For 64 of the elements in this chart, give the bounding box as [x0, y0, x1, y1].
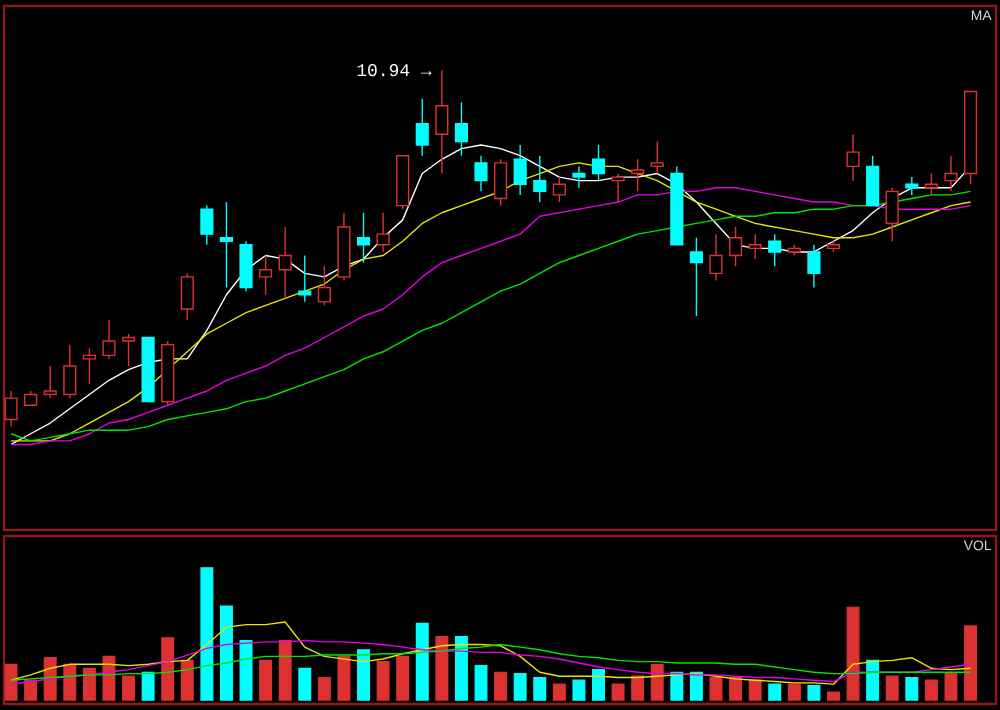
bar: [259, 659, 273, 701]
bar: [82, 667, 96, 701]
bar: [4, 663, 18, 701]
bar: [239, 639, 253, 701]
bar: [161, 637, 175, 701]
bar: [278, 639, 292, 701]
bar: [533, 676, 547, 701]
candlestick: [513, 144, 527, 196]
annotation: 10.94 →: [357, 64, 432, 77]
bar: [122, 675, 136, 701]
bar: [964, 625, 978, 701]
bar: [24, 679, 38, 701]
bar: [905, 676, 919, 701]
candlestick: [219, 201, 234, 289]
bar: [748, 679, 762, 701]
bar: [866, 659, 880, 701]
bar: [141, 671, 155, 701]
bar: [180, 659, 194, 701]
bar: [885, 675, 899, 701]
bar: [415, 622, 429, 701]
candlestick: [944, 155, 958, 193]
candlestick: [278, 226, 292, 299]
bar: [729, 676, 743, 701]
bar: [219, 605, 233, 701]
candlestick: [748, 233, 762, 260]
candlestick: [807, 244, 821, 289]
bar: [709, 676, 723, 701]
bar: [337, 655, 351, 701]
candlestick: [102, 318, 116, 360]
bar: [298, 667, 312, 701]
bar: [396, 655, 410, 701]
bar: [317, 676, 331, 701]
bar: [670, 671, 684, 701]
bar: [572, 679, 586, 701]
bar: [650, 663, 664, 701]
bar: [435, 635, 449, 701]
bar: [494, 671, 508, 701]
candlestick: [474, 155, 488, 193]
bar: [768, 683, 782, 701]
bar: [611, 683, 625, 701]
bar: [807, 684, 821, 701]
bar: [357, 649, 370, 701]
bar: [631, 675, 645, 701]
candlestick: [572, 165, 586, 189]
candlestick: [435, 69, 449, 175]
candlestick: [709, 233, 723, 282]
bar: [944, 672, 958, 701]
bar: [924, 679, 938, 701]
bar: [689, 671, 703, 701]
bar: [454, 635, 468, 701]
bar: [846, 606, 860, 701]
bar: [376, 661, 390, 701]
bar: [63, 663, 77, 701]
bar: [513, 672, 527, 701]
bar: [474, 665, 488, 701]
bar: [787, 683, 801, 701]
bar: [200, 567, 214, 701]
bar: [592, 669, 605, 701]
candlestick: [376, 212, 390, 253]
candlestick: [239, 240, 253, 292]
candlestick: [846, 133, 860, 182]
bar: [552, 683, 566, 701]
bar: [102, 655, 116, 701]
bar: [827, 691, 840, 701]
